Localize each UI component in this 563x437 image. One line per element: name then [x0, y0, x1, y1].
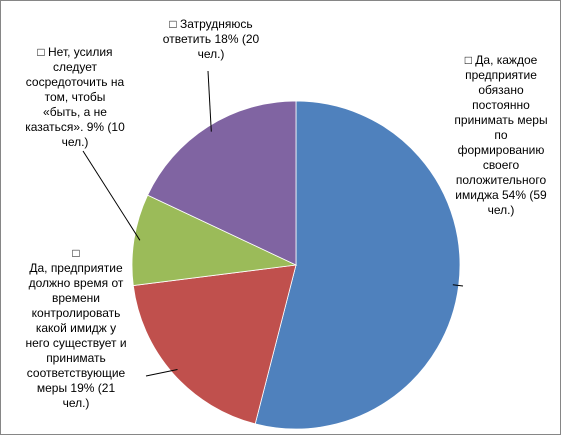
leader-line-0 [452, 284, 464, 287]
leader-line-3 [207, 70, 212, 132]
slice-label-0: □ Да, каждое предприятие обязано постоян… [454, 53, 548, 217]
pie-slice-2 [131, 194, 298, 286]
leader-line-1 [145, 369, 178, 377]
pie-slice-1 [132, 264, 297, 425]
slice-label-2: □ Нет, усилия следует сосредоточить на т… [25, 45, 125, 149]
slice-label-3: □ Затрудняюсь ответить 18% (20 чел.) [162, 17, 260, 61]
pie-slice-3 [147, 100, 297, 266]
slice-label-1: □ Да, предприятие должно время от времен… [25, 246, 127, 410]
leader-line-2 [82, 150, 141, 241]
